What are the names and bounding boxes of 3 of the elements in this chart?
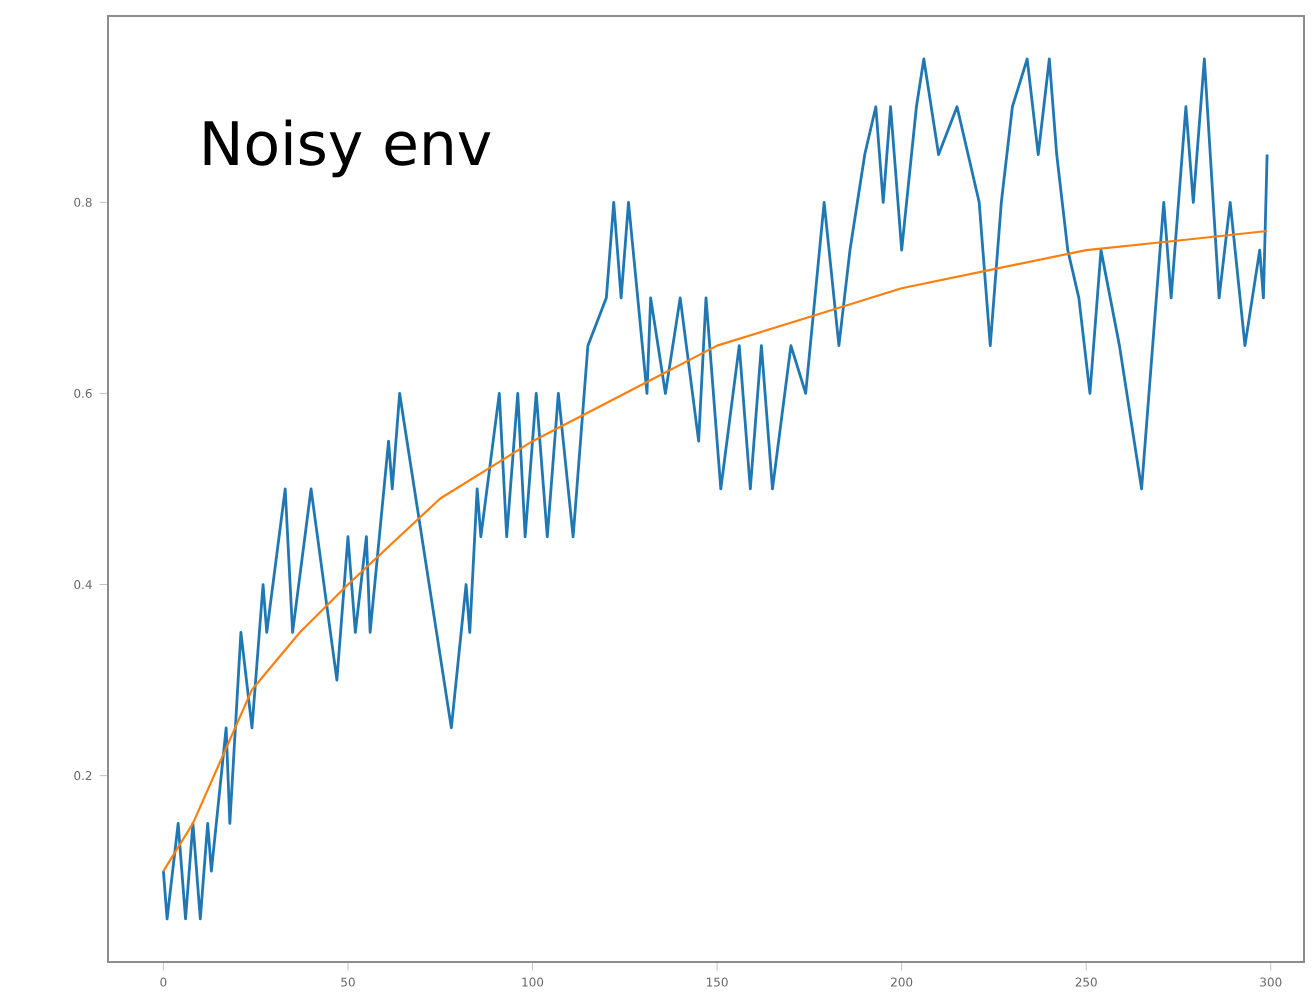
line-series [162, 229, 1269, 873]
annotation: Noisy env [204, 119, 491, 178]
line-series [161, 57, 1269, 921]
